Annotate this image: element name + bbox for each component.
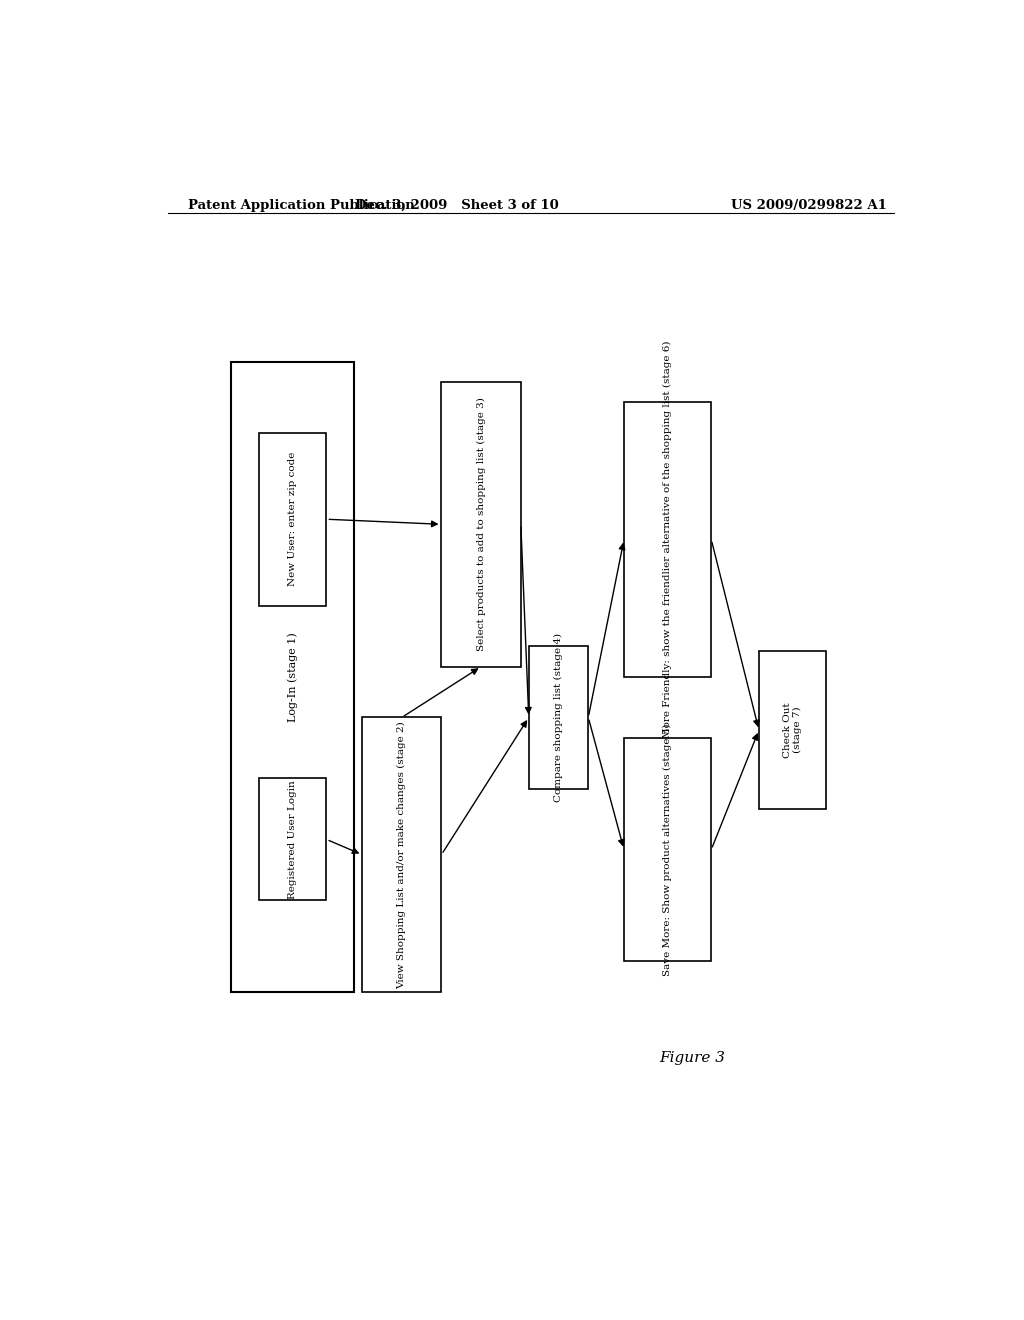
Text: US 2009/0299822 A1: US 2009/0299822 A1 [731,198,887,211]
Bar [624,738,712,961]
Text: Save More: Show product alternatives (stage 5): Save More: Show product alternatives (st… [664,723,672,975]
Bar [528,647,588,788]
Text: Select products to add to shopping list (stage 3): Select products to add to shopping list … [476,397,485,651]
Bar [624,403,712,677]
Bar [362,718,441,991]
Text: New User: enter zip code: New User: enter zip code [288,451,297,586]
Text: Registered User Login: Registered User Login [288,780,297,899]
Text: Log-In (stage 1): Log-In (stage 1) [288,632,298,722]
Bar [759,651,826,809]
Text: Compare shopping list (stage 4): Compare shopping list (stage 4) [554,632,563,803]
Bar [231,362,354,991]
Text: Check Out
(stage 7): Check Out (stage 7) [783,702,803,758]
Bar [441,381,521,667]
Bar [259,779,327,900]
Text: More Friendly: show the friendlier alternative of the shopping list (stage 6): More Friendly: show the friendlier alter… [664,341,672,738]
Text: Patent Application Publication: Patent Application Publication [187,198,415,211]
Text: View Shopping List and/or make changes (stage 2): View Shopping List and/or make changes (… [397,721,407,989]
Text: Figure 3: Figure 3 [659,1051,726,1065]
Bar [259,433,327,606]
Text: Dec. 3, 2009   Sheet 3 of 10: Dec. 3, 2009 Sheet 3 of 10 [355,198,559,211]
